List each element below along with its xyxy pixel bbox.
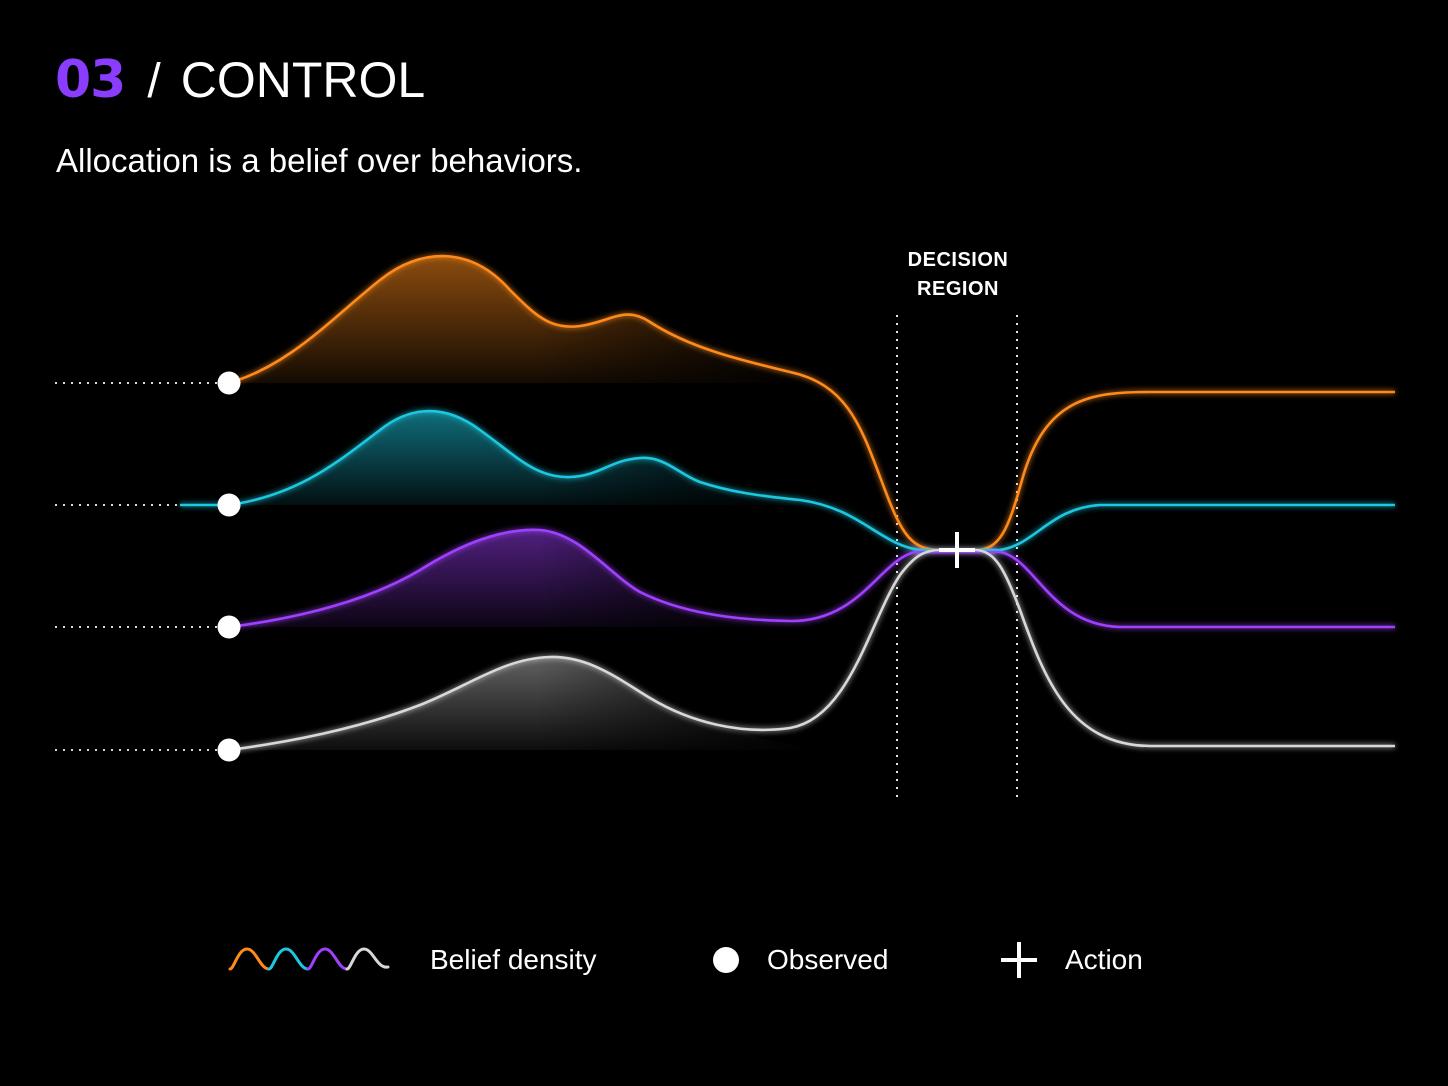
legend-item-action: Action — [1001, 930, 1143, 990]
density-fill-orange — [229, 256, 820, 383]
legend-item-density: Belief density — [228, 930, 597, 990]
curve-purple — [228, 528, 1395, 629]
action-plus-icon — [939, 532, 975, 568]
observed-point-gray — [217, 738, 241, 762]
decision-region-label-line2: REGION — [917, 278, 999, 300]
section-number: 03 — [55, 50, 126, 110]
section-title: CONTROL — [180, 52, 426, 108]
title-separator: / — [147, 55, 161, 108]
wave-icon — [228, 947, 390, 971]
legend-label-observed: Observed — [767, 944, 889, 975]
legend-item-observed: Observed — [713, 930, 888, 990]
density-fill-gray — [229, 656, 820, 750]
subtitle: Allocation is a belief over behaviors. — [56, 142, 583, 179]
density-fills — [229, 256, 820, 750]
density-fill-cyan — [229, 411, 820, 505]
curve-gray — [228, 548, 1395, 752]
legend: Belief density Observed Action — [0, 930, 1448, 990]
legend-label-action: Action — [1065, 944, 1143, 975]
observed-point-orange — [217, 371, 241, 395]
density-curves — [180, 254, 1395, 752]
curve-cyan — [180, 409, 1395, 552]
legend-label-density: Belief density — [430, 944, 597, 975]
observed-point-cyan — [217, 493, 241, 517]
decision-region — [896, 315, 1018, 800]
curve-orange — [228, 254, 1395, 552]
observed-points — [217, 371, 241, 762]
page-header: 03 / CONTROL — [55, 50, 425, 110]
circle-dot-icon — [713, 947, 739, 973]
density-fill-purple — [229, 529, 820, 627]
decision-region-label-line1: DECISION — [907, 249, 1009, 271]
observed-point-purple — [217, 615, 241, 639]
plus-icon — [1001, 942, 1037, 978]
observed-baselines — [55, 382, 229, 751]
